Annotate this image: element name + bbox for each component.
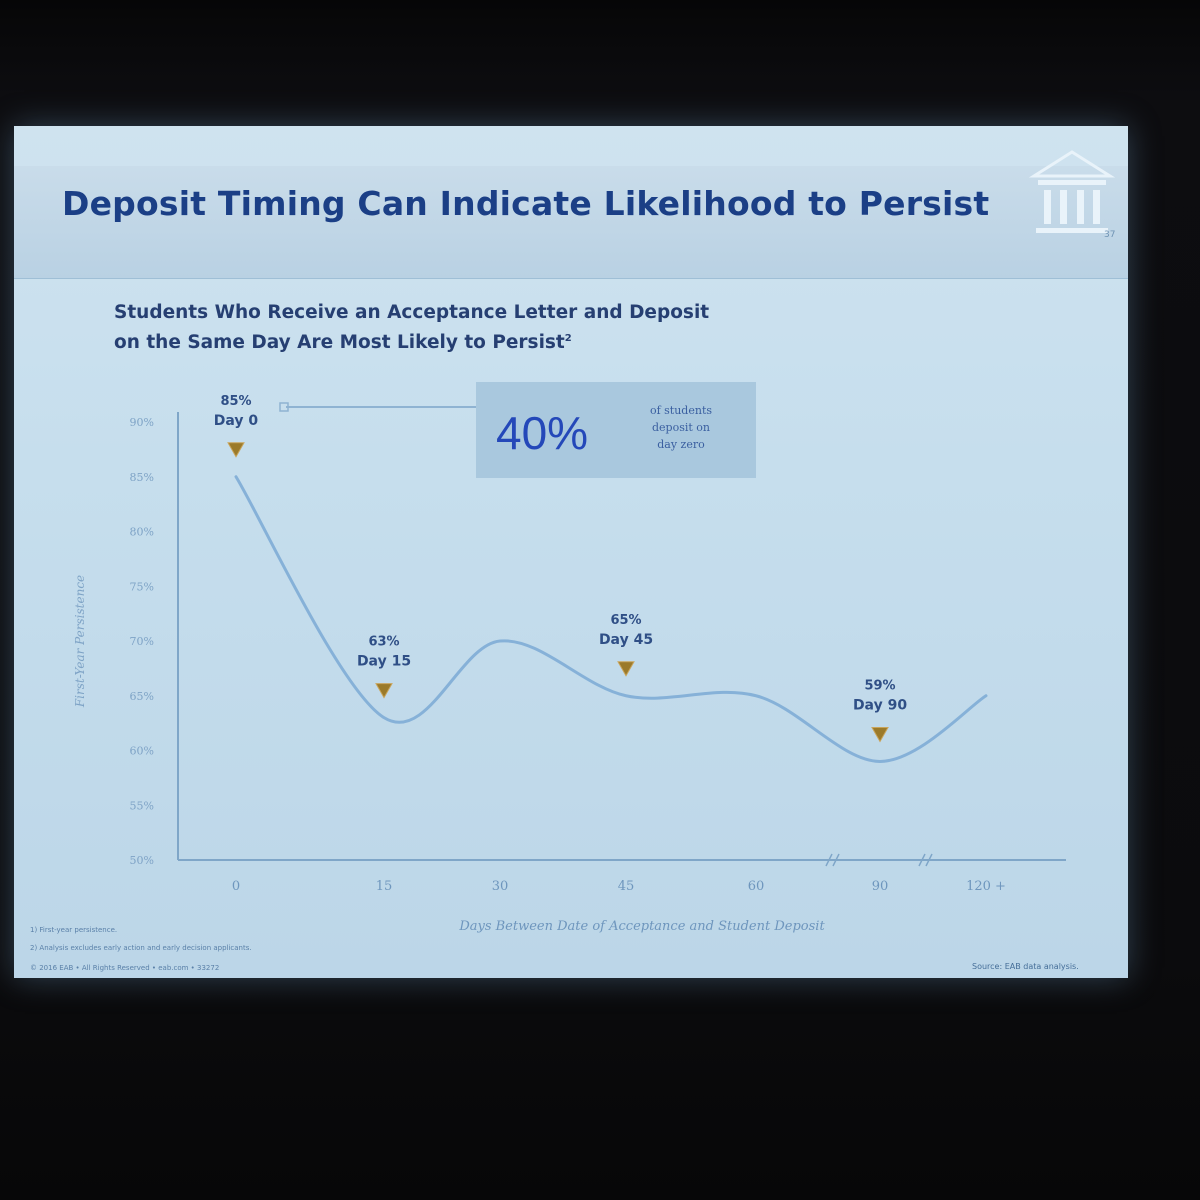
y-tick-label: 60% (130, 745, 154, 758)
x-tick-label: 45 (618, 879, 635, 894)
axis-break-mark (832, 853, 840, 867)
data-point-marker (227, 442, 245, 458)
projected-slide: Deposit Timing Can Indicate Likelihood t… (14, 126, 1128, 978)
callout-text-line-2: deposit on (651, 421, 710, 434)
footnote-2: 2) Analysis excludes early action and ea… (30, 944, 252, 952)
callout-value: 40% (496, 407, 589, 459)
y-tick-label: 80% (130, 526, 154, 539)
copyright-note: © 2016 EAB • All Rights Reserved • eab.c… (30, 964, 220, 972)
callout-box: 40% of students deposit on day zero (476, 382, 756, 478)
y-tick-label: 70% (130, 635, 154, 648)
data-point-marker (871, 726, 889, 743)
data-label-value: 63% (368, 635, 399, 650)
callout-text: of students deposit on day zero (626, 402, 736, 453)
x-tick-label: 15 (376, 879, 393, 894)
axis-break-mark (925, 853, 933, 867)
persistence-series-line (234, 475, 988, 763)
data-point-marker (617, 661, 635, 677)
data-label-value: 85% (220, 394, 251, 409)
y-tick-label: 85% (130, 471, 154, 484)
footnote-1: 1) First-year persistence. (30, 926, 118, 934)
persistence-line-chart: 90% 85% 80% 75% 70% 65% 60% 55% 50% 0 15 30 45 60 90 12… (73, 394, 1066, 934)
x-tick-label: 0 (232, 879, 240, 894)
subtitle-line-1: Students Who Receive an Acceptance Lette… (114, 302, 710, 323)
x-tick-label: 90 (872, 879, 889, 894)
columned-building-icon (1028, 150, 1116, 233)
x-axis-title: Days Between Date of Acceptance and Stud… (458, 919, 825, 934)
data-label-value: 65% (610, 613, 641, 628)
axis-break-mark (918, 853, 926, 867)
data-label-value: 59% (864, 678, 895, 693)
callout-text-line-1: of students (649, 404, 713, 417)
y-tick-label: 50% (130, 854, 154, 867)
chart-subtitle: Students Who Receive an Acceptance Lette… (114, 300, 914, 356)
callout-text-line-3: day zero (657, 438, 705, 451)
y-tick-label: 75% (130, 580, 154, 593)
subtitle-superscript: 2 (564, 333, 572, 344)
y-axis-title: First-Year Persistence (73, 575, 87, 708)
title-band (14, 166, 1128, 279)
y-tick-label: 65% (130, 690, 154, 703)
data-point-marker (375, 683, 393, 699)
axis-break-mark (825, 853, 833, 867)
data-label-day: Day 45 (599, 632, 653, 648)
x-tick-label: 30 (492, 879, 509, 894)
callout-connector-end (279, 402, 289, 412)
y-tick-label: 55% (130, 799, 154, 812)
x-tick-label: 60 (748, 879, 765, 894)
x-tick-label: 120 + (966, 879, 1006, 894)
slide-title: Deposit Timing Can Indicate Likelihood t… (62, 184, 990, 223)
page-number: 37 (1104, 230, 1116, 240)
data-label-day: Day 90 (853, 697, 907, 713)
y-tick-label: 90% (130, 416, 154, 429)
data-label-day: Day 15 (357, 654, 411, 670)
source-note: Source: EAB data analysis. (972, 962, 1079, 971)
data-label-day: Day 0 (214, 413, 259, 429)
subtitle-line-2: on the Same Day Are Most Likely to Persi… (114, 332, 565, 354)
